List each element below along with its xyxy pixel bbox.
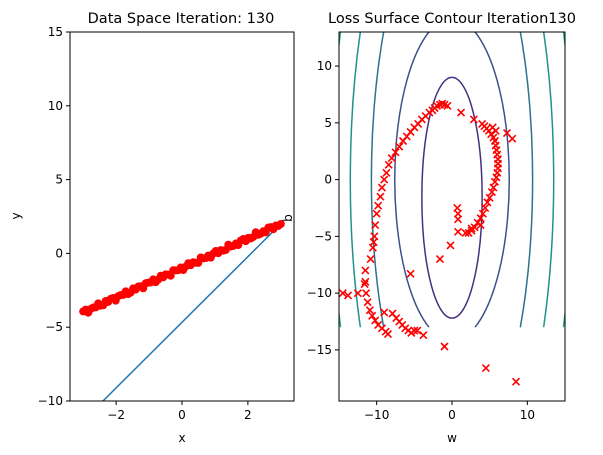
param-marker <box>467 224 476 233</box>
param-marker <box>476 220 485 230</box>
param-marker <box>489 183 498 192</box>
param-marker <box>406 269 415 278</box>
param-marker <box>387 153 396 163</box>
y-tick-label: 0 <box>324 173 332 187</box>
param-marker <box>478 209 487 218</box>
param-marker <box>380 308 389 317</box>
contour-line <box>421 76 483 319</box>
param-marker <box>343 291 353 300</box>
param-marker <box>361 266 370 275</box>
param-marker <box>481 364 490 373</box>
loss-surface-ticks: −10 0 10 −15 −10 −5 0 5 10 <box>307 59 535 422</box>
param-marker <box>453 215 463 224</box>
param-marker <box>461 228 470 238</box>
param-marker <box>353 289 362 298</box>
loss-surface-xlabel: w <box>447 431 457 445</box>
param-marker <box>361 277 370 286</box>
y-tick-label: −15 <box>307 343 332 357</box>
param-marker <box>453 203 462 213</box>
y-tick-label: 5 <box>324 116 332 130</box>
y-tick-label: 10 <box>48 99 63 113</box>
x-tick-label: 10 <box>520 408 535 422</box>
data-space-ylabel: y <box>9 212 23 219</box>
param-marker <box>374 201 383 210</box>
param-marker <box>435 255 445 264</box>
loss-surface-ylabel: b <box>281 214 295 222</box>
param-marker <box>464 228 473 238</box>
data-space-frame <box>69 31 295 402</box>
x-tick-label: −2 <box>107 408 125 422</box>
param-marker <box>476 214 485 223</box>
param-marker <box>487 188 496 197</box>
param-marker <box>419 331 428 340</box>
param-marker <box>502 128 512 138</box>
contour-line <box>349 32 555 328</box>
contour-line <box>314 0 590 327</box>
data-space-ticks: −2 0 2 −10 −5 0 5 10 15 <box>38 25 252 422</box>
contour-line <box>370 32 534 328</box>
param-marker <box>368 311 377 320</box>
param-marker <box>511 377 521 386</box>
param-marker <box>383 329 393 339</box>
param-marker <box>376 192 385 201</box>
param-marker <box>492 173 501 182</box>
param-marker <box>391 148 400 157</box>
x-tick-label: 2 <box>244 408 252 422</box>
data-space-plot-area <box>79 220 285 402</box>
param-marker <box>366 255 375 264</box>
param-marker <box>443 101 452 110</box>
y-tick-label: −10 <box>38 394 63 408</box>
param-marker <box>363 298 372 307</box>
param-marker <box>339 289 347 298</box>
param-marker <box>382 168 391 177</box>
y-tick-label: −5 <box>314 229 332 243</box>
data-point <box>276 220 285 229</box>
param-marker <box>481 203 490 213</box>
param-marker <box>446 241 455 250</box>
loss-surface-axes: Loss Surface Contour Iteration130 −10 0 10… <box>281 0 590 445</box>
param-marker <box>490 177 500 186</box>
param-marker <box>469 115 478 124</box>
x-tick-label: −10 <box>364 408 389 422</box>
param-marker <box>413 326 422 335</box>
x-tick-label: 0 <box>178 408 186 422</box>
param-marker <box>453 227 463 236</box>
param-marker <box>456 108 466 117</box>
data-space-axes: Data Space Iteration: 130 −2 0 2 −10 −5 0 5 10 1… <box>9 11 295 445</box>
param-marker <box>410 326 419 335</box>
contour-line <box>339 32 565 328</box>
contour-line <box>394 32 510 328</box>
param-marker <box>395 142 404 151</box>
param-marker <box>377 183 387 192</box>
data-space-xlabel: x <box>178 431 185 445</box>
y-tick-label: 10 <box>317 59 332 73</box>
data-space-title: Data Space Iteration: 130 <box>88 11 275 27</box>
x-tick-label: 0 <box>448 408 456 422</box>
y-tick-label: −10 <box>307 286 332 300</box>
param-marker <box>360 279 369 289</box>
loss-surface-plot-area <box>314 0 590 386</box>
param-marker <box>488 123 497 132</box>
loss-surface-title: Loss Surface Contour Iteration130 <box>328 11 576 27</box>
param-marker <box>485 193 494 202</box>
fit-line <box>102 223 282 402</box>
param-marker <box>483 198 492 207</box>
param-marker <box>370 232 379 241</box>
y-tick-label: 0 <box>55 246 63 260</box>
param-marker <box>365 306 374 315</box>
param-marker <box>384 160 393 169</box>
param-marker <box>371 220 380 230</box>
param-marker <box>380 175 389 184</box>
param-marker <box>371 316 380 325</box>
y-tick-label: 5 <box>55 173 63 187</box>
y-tick-label: 15 <box>48 25 63 39</box>
y-tick-label: −5 <box>45 320 63 334</box>
param-marker <box>362 289 371 298</box>
param-marker <box>372 209 381 218</box>
param-marker <box>440 342 449 351</box>
